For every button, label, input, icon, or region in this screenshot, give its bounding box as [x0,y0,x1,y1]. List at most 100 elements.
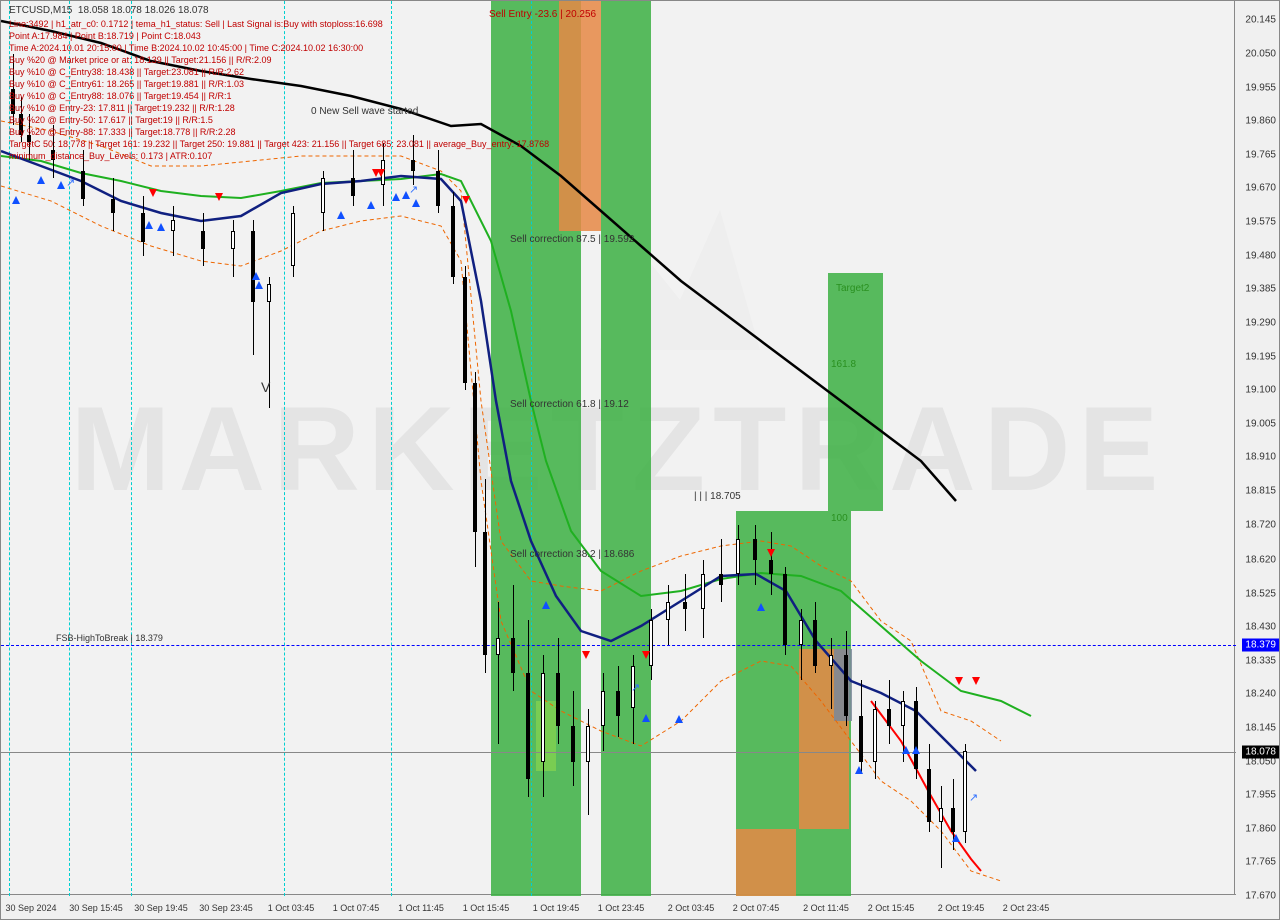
arrow-up-icon [37,176,45,184]
arrow-up-icon [337,211,345,219]
arrow-up-icon [157,223,165,231]
arrow-down-icon [767,549,775,557]
arrow-down-icon [642,651,650,659]
y-tick: 18.430 [1245,622,1276,633]
arrow-up-icon [255,281,263,289]
arrow-up-icon [902,746,910,754]
y-tick: 17.955 [1245,790,1276,801]
x-tick: 30 Sep 23:45 [199,903,253,913]
arrow-up-icon [12,196,20,204]
horizontal-line-price [1,752,1236,753]
x-tick: 2 Oct 11:45 [803,903,849,913]
x-tick: 1 Oct 03:45 [268,903,315,913]
zone-rect [736,829,796,896]
arrow-down-icon [377,169,385,177]
x-tick: 1 Oct 11:45 [398,903,444,913]
annotation-text: Sell correction 87.5 | 19.592 [510,234,634,245]
arrow-up-icon [367,201,375,209]
arrow-up-icon [912,746,920,754]
info-line: Buy %10 @ C_Entry61: 18.265 || Target:19… [9,79,244,89]
chart-plot-area[interactable]: MARKETZTRADE ↗↗↗↗ Sell Entry -23.6 | 20.… [1,1,1236,896]
arrow-down-icon [149,189,157,197]
arrow-up-icon [392,193,400,201]
y-tick: 19.005 [1245,418,1276,429]
x-tick: 1 Oct 07:45 [333,903,380,913]
arrow-up-icon [252,272,260,280]
chart-container: MARKETZTRADE ↗↗↗↗ Sell Entry -23.6 | 20.… [0,0,1280,920]
info-line: Line:3492 | h1_atr_c0: 0.1712 | tema_h1_… [9,19,383,29]
zone-rect [601,1,651,896]
vertical-line [531,1,532,896]
chart-title: ETCUSD,M15 18.058 18.078 18.026 18.078 [9,5,209,16]
info-line: minimum_distance_Buy_Levels: 0.173 | ATR… [9,151,212,161]
zone-rect [834,649,852,721]
arrow-outline-icon: ↗ [631,681,640,694]
y-tick: 18.910 [1245,452,1276,463]
vertical-line [284,1,285,896]
x-tick: 2 Oct 03:45 [668,903,715,913]
arrow-down-icon [955,677,963,685]
annotation-text: Target2 [836,283,869,294]
x-axis: 30 Sep 202430 Sep 15:4530 Sep 19:4530 Se… [1,894,1236,919]
y-tick: 18.720 [1245,519,1276,530]
arrow-outline-icon: ↗ [66,176,75,189]
y-tick: 19.575 [1245,217,1276,228]
info-line: Buy %20 @ Entry-50: 17.617 || Target:19 … [9,115,213,125]
y-tick: 19.860 [1245,116,1276,127]
annotation-text: | | | 18.705 [694,491,741,502]
arrow-down-icon [972,677,980,685]
x-tick: 1 Oct 15:45 [463,903,510,913]
annotation-text: 161.8 [831,359,856,370]
vertical-line [391,1,392,896]
y-tick: 18.815 [1245,485,1276,496]
arrow-down-icon [582,651,590,659]
x-tick: 2 Oct 23:45 [1003,903,1050,913]
current-price-label: 18.078 [1242,745,1279,758]
y-tick: 19.765 [1245,149,1276,160]
y-tick: 19.195 [1245,351,1276,362]
zone-rect [536,701,556,771]
arrow-outline-icon: ↗ [969,791,978,804]
arrow-outline-icon: ↗ [409,183,418,196]
info-line: Point A:17.984 | Point B:18.719 | Point … [9,31,201,41]
y-tick: 17.765 [1245,857,1276,868]
arrow-down-icon [215,193,223,201]
zone-rect [559,1,601,231]
x-tick: 30 Sep 15:45 [69,903,123,913]
y-tick: 19.480 [1245,250,1276,261]
y-tick: 19.670 [1245,183,1276,194]
x-tick: 2 Oct 07:45 [733,903,780,913]
hline-price-label: 18.379 [1242,639,1279,652]
y-axis: 20.14520.05019.95519.86019.76519.67019.5… [1234,1,1279,896]
arrow-up-icon [412,199,420,207]
arrow-up-icon [952,834,960,842]
y-tick: 20.145 [1245,15,1276,26]
annotation-text: 0 New Sell wave started [311,106,418,117]
info-line: Buy %10 @ C_Entry88: 18.076 || Target:19… [9,91,231,101]
x-tick: 1 Oct 23:45 [598,903,645,913]
info-line: Buy %20 @ Market price or at: 18.139 || … [9,55,271,65]
y-tick: 17.670 [1245,891,1276,902]
annotation-text: Sell correction 61.8 | 19.12 [510,399,629,410]
x-tick: 1 Oct 19:45 [533,903,580,913]
y-tick: 18.620 [1245,554,1276,565]
info-line: Buy %10 @ C_Entry38: 18.438 || Target:23… [9,67,244,77]
annotation-text: Sell Entry -23.6 | 20.256 [489,9,596,20]
annotation-text: Sell correction 38.2 | 18.686 [510,549,634,560]
y-tick: 18.525 [1245,588,1276,599]
y-tick: 17.860 [1245,823,1276,834]
x-tick: 2 Oct 19:45 [938,903,985,913]
v-marker: V [261,379,270,395]
zone-rect [828,273,883,511]
arrow-down-icon [462,196,470,204]
y-tick: 18.145 [1245,722,1276,733]
info-line: TargetC 50: 18.778 || Target 161: 19.232… [9,139,549,149]
x-tick: 30 Sep 19:45 [134,903,188,913]
arrow-up-icon [855,766,863,774]
hline-label: FSB-HighToBreak | 18.379 [56,633,163,643]
y-tick: 18.335 [1245,655,1276,666]
info-line: Buy %10 @ Entry-23: 17.811 || Target:19.… [9,103,235,113]
x-tick: 2 Oct 15:45 [868,903,915,913]
y-tick: 19.955 [1245,82,1276,93]
annotation-text: 100 [831,513,848,524]
